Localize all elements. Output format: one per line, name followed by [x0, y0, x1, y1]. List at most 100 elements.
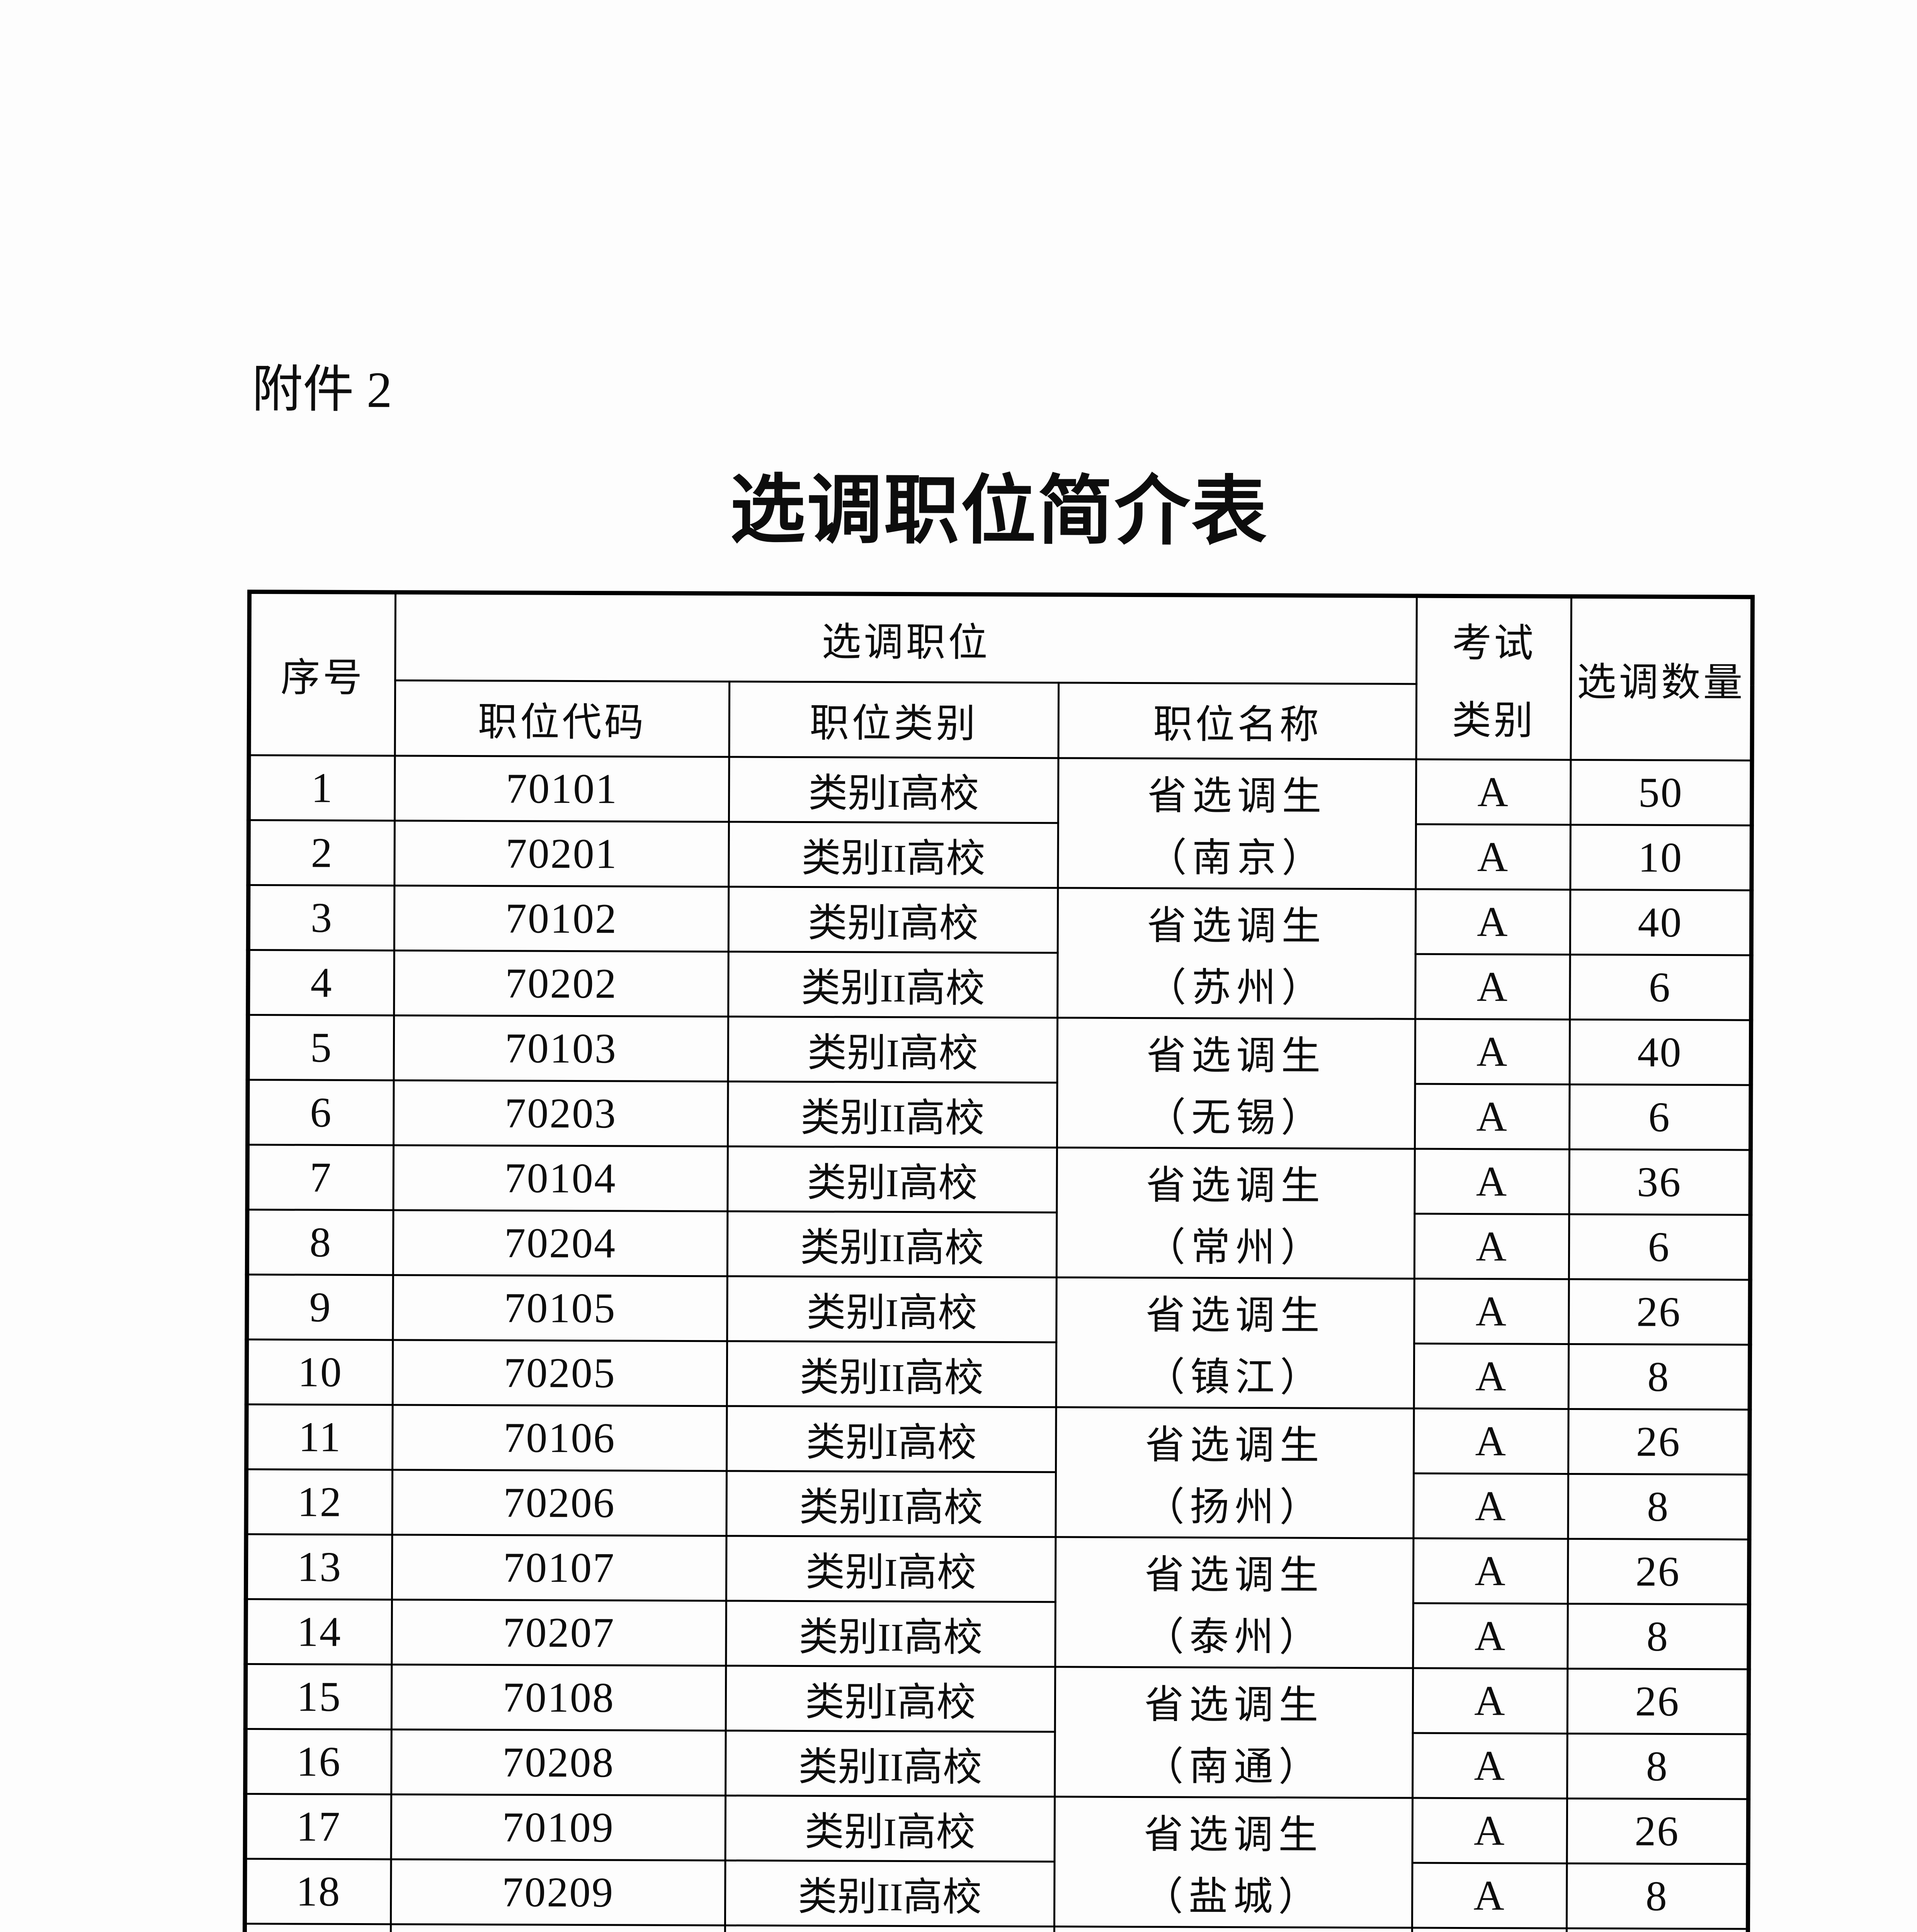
attachment-label: 附件 2 — [252, 361, 393, 418]
cell-category: 类别II高校 — [728, 821, 1058, 888]
cell-name: 省选调生 （南京） — [1058, 758, 1416, 889]
table-row: 13 70107 类别I高校 省选调生 （泰州） A 26 — [246, 1534, 1749, 1668]
table-row: 15 70108 类别I高校 省选调生 （南通） A 26 — [245, 1664, 1749, 1798]
cell-name-line1: 省选调生 — [1146, 1164, 1326, 1208]
table-row: 7 70104 类别I高校 省选调生 （常州） A 36 — [247, 1145, 1751, 1279]
header-count: 选调数量 — [1570, 596, 1753, 761]
cell-category: 类别I高校 — [725, 1795, 1055, 1862]
cell-category: 类别II高校 — [726, 1471, 1056, 1537]
cell-count: 6 — [1569, 1084, 1751, 1150]
cell-exam: A — [1414, 1344, 1569, 1409]
table-row: 1 70101 类别I高校 省选调生 （南京） A 50 — [248, 755, 1752, 889]
table-row: 10 70205 类别II高校 A 8 — [247, 1339, 1750, 1410]
table-row: 16 70208 类别II高校 A 8 — [245, 1729, 1749, 1799]
cell-seq: 13 — [246, 1534, 392, 1600]
cell-name: 省选调生 （淮安） — [1054, 1926, 1412, 1932]
table-row: 6 70203 类别II高校 A 6 — [247, 1080, 1751, 1150]
cell-category: 类别I高校 — [727, 1276, 1057, 1342]
cell-name-stack: 省选调生 （苏州） — [1058, 891, 1415, 1016]
header-group: 选调职位 — [395, 592, 1417, 684]
cell-name-line2: （常州） — [1146, 1226, 1325, 1270]
table-row: 8 70204 类别II高校 A 6 — [247, 1209, 1750, 1280]
cell-count: 40 — [1570, 889, 1752, 956]
cell-exam: A — [1414, 1408, 1569, 1474]
cell-count: 8 — [1568, 1344, 1750, 1410]
cell-name-line2: （南京） — [1147, 836, 1327, 881]
cell-seq: 5 — [248, 1015, 394, 1080]
cell-seq: 16 — [245, 1729, 392, 1794]
cell-name-line1: 省选调生 — [1147, 904, 1327, 949]
cell-category: 类别I高校 — [729, 757, 1058, 823]
cell-exam: A — [1414, 1279, 1569, 1344]
cell-name-line2: （无锡） — [1146, 1096, 1326, 1140]
cell-seq: 8 — [247, 1209, 393, 1275]
cell-code: 70207 — [391, 1599, 726, 1666]
cell-name: 省选调生 （镇江） — [1056, 1277, 1415, 1409]
cell-name-line1: 省选调生 — [1145, 1294, 1325, 1338]
cell-seq: 2 — [248, 820, 395, 886]
header-row-1: 序号 选调职位 考试 类别 选调数量 — [249, 592, 1753, 761]
cell-category: 类别I高校 — [728, 886, 1058, 953]
header-exam: 考试 类别 — [1416, 596, 1572, 760]
cell-count: 8 — [1567, 1733, 1749, 1799]
cell-exam: A — [1412, 1863, 1567, 1929]
cell-name-line2: （南通） — [1144, 1745, 1324, 1789]
cell-name-line2: （泰州） — [1144, 1615, 1324, 1660]
cell-name-line2: （镇江） — [1145, 1355, 1325, 1400]
header-category: 职位类别 — [729, 681, 1059, 758]
cell-category: 类别II高校 — [727, 1341, 1056, 1407]
cell-exam: A — [1413, 1473, 1568, 1539]
cell-code: 70205 — [393, 1340, 727, 1406]
header-code: 职位代码 — [395, 680, 730, 757]
cell-seq: 10 — [247, 1339, 393, 1405]
header-exam-line2: 类别 — [1452, 699, 1536, 743]
cell-exam: A — [1413, 1603, 1568, 1669]
cell-count: 6 — [1570, 954, 1752, 1020]
cell-seq: 9 — [247, 1274, 393, 1340]
header-seq: 序号 — [249, 592, 396, 756]
cell-category: 类别II高校 — [728, 951, 1058, 1018]
cell-seq: 6 — [247, 1080, 394, 1145]
cell-name: 省选调生 （南通） — [1055, 1667, 1413, 1798]
cell-seq: 1 — [248, 755, 395, 821]
cell-exam: A — [1412, 1928, 1567, 1932]
cell-count: 40 — [1570, 1019, 1751, 1085]
cell-exam: A — [1415, 824, 1571, 890]
cell-name-line1: 省选调生 — [1145, 1423, 1325, 1468]
cell-seq: 14 — [245, 1599, 392, 1665]
cell-code: 70203 — [393, 1080, 728, 1146]
table-row: 4 70202 类别II高校 A 6 — [248, 950, 1752, 1020]
cell-exam: A — [1412, 1733, 1568, 1799]
cell-name-line1: 省选调生 — [1146, 1034, 1326, 1078]
cell-name-line1: 省选调生 — [1145, 1553, 1324, 1598]
cell-name-stack: 省选调生 （盐城） — [1055, 1800, 1412, 1925]
cell-count: 36 — [1569, 1149, 1751, 1215]
cell-category: 类别II高校 — [725, 1860, 1055, 1927]
cell-exam: A — [1415, 1084, 1570, 1150]
table-row: 12 70206 类别II高校 A 8 — [246, 1469, 1750, 1540]
cell-category: 类别II高校 — [725, 1730, 1055, 1797]
cell-name-stack: 省选调生 （扬州） — [1056, 1410, 1413, 1535]
cell-code: 70206 — [392, 1469, 727, 1536]
cell-category: 类别II高校 — [728, 1081, 1058, 1148]
cell-name-line1: 省选调生 — [1144, 1683, 1324, 1728]
cell-exam: A — [1414, 1214, 1569, 1279]
cell-code: 70102 — [394, 885, 729, 952]
cell-code: 70107 — [392, 1534, 726, 1601]
cell-name-stack: 省选调生 （常州） — [1058, 1151, 1414, 1276]
cell-code: 70209 — [391, 1859, 726, 1925]
cell-name: 省选调生 （无锡） — [1057, 1017, 1415, 1149]
table-row: 18 70209 类别II高校 A 8 — [245, 1859, 1749, 1929]
cell-count: 26 — [1567, 1668, 1749, 1735]
cell-code: 70108 — [391, 1664, 726, 1731]
table-row: 11 70106 类别I高校 省选调生 （扬州） A 26 — [246, 1404, 1750, 1539]
header-exam-line1: 考试 — [1452, 621, 1536, 666]
cell-exam: A — [1415, 889, 1570, 955]
table-row: 14 70207 类别II高校 A 8 — [245, 1599, 1749, 1670]
cell-category: 类别I高校 — [725, 1925, 1055, 1932]
cell-code: 70106 — [392, 1405, 727, 1471]
cell-name-line2: （盐城） — [1143, 1875, 1323, 1919]
cell-code: 70201 — [394, 820, 729, 887]
cell-category: 类别I高校 — [726, 1536, 1056, 1602]
cell-count: 8 — [1567, 1604, 1749, 1670]
